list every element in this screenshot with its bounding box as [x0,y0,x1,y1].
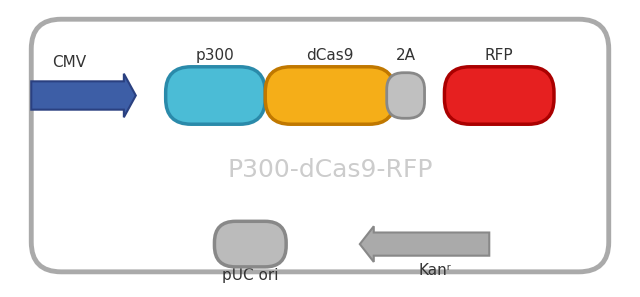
FancyBboxPatch shape [265,67,395,124]
Polygon shape [31,74,136,117]
Text: Kanʳ: Kanʳ [418,263,451,278]
Text: dCas9: dCas9 [306,48,354,63]
Text: CMV: CMV [52,55,86,70]
Text: p300: p300 [196,48,235,63]
FancyBboxPatch shape [166,67,265,124]
Text: RFP: RFP [485,48,513,63]
Text: 2A: 2A [396,48,415,63]
FancyBboxPatch shape [214,221,286,267]
FancyBboxPatch shape [31,19,609,272]
Text: P300-dCas9-RFP: P300-dCas9-RFP [227,158,433,182]
Text: pUC ori: pUC ori [222,268,278,283]
Polygon shape [360,226,489,262]
FancyBboxPatch shape [387,73,424,118]
FancyBboxPatch shape [444,67,554,124]
